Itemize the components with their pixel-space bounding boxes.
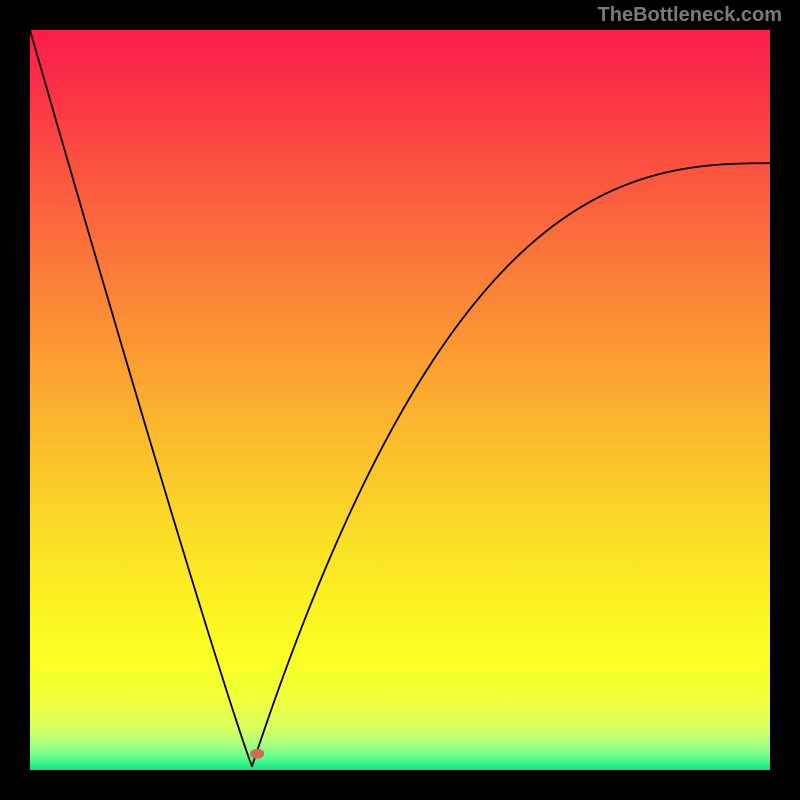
plot-background <box>30 30 770 770</box>
optimum-marker <box>250 749 264 759</box>
chart-container: TheBottleneck.com <box>0 0 800 800</box>
bottleneck-chart <box>30 30 770 770</box>
watermark-text: TheBottleneck.com <box>598 4 782 27</box>
